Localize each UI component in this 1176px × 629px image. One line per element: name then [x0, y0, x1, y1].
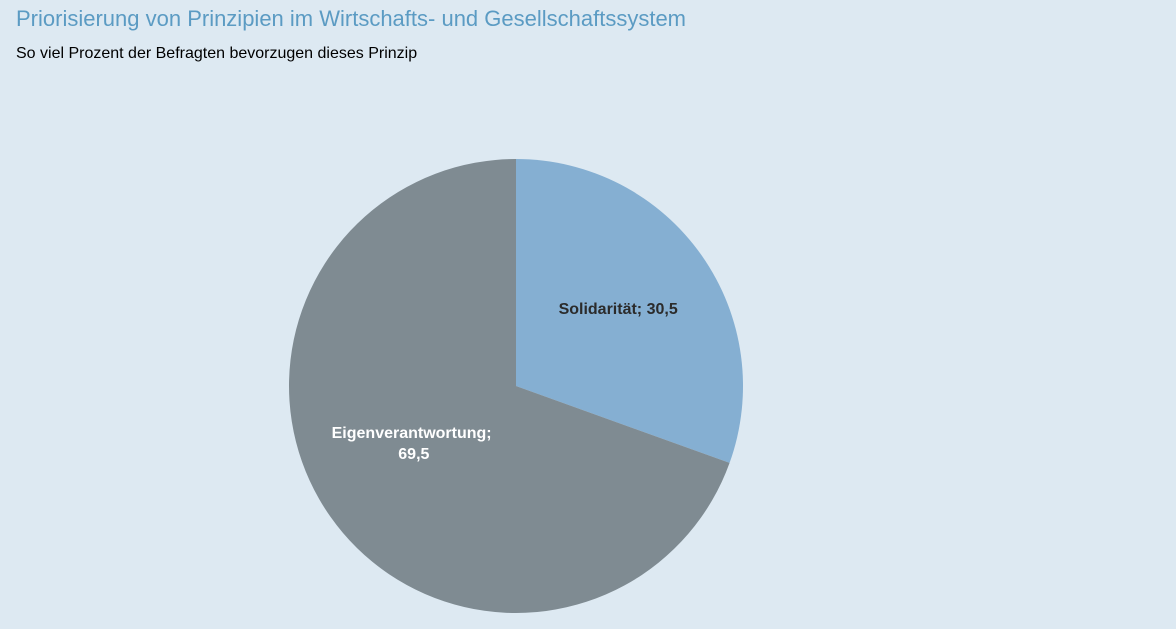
data-label-line: 69,5 [398, 446, 429, 463]
pie-slice [516, 159, 744, 463]
data-label-line: Eigenverantwortung; [332, 425, 496, 442]
chart-subtitle: So viel Prozent der Befragten bevorzugen… [16, 45, 417, 62]
data-label: Eigenverantwortung; 69,5 [332, 425, 496, 463]
chart-title: Priorisierung von Prinzipien im Wirtscha… [16, 6, 686, 31]
data-label: Solidarität; 30,5 [559, 301, 678, 318]
pie-slice [289, 159, 730, 613]
pie: Solidarität; 30,5 Eigenverantwortung; 69,… [289, 159, 744, 613]
